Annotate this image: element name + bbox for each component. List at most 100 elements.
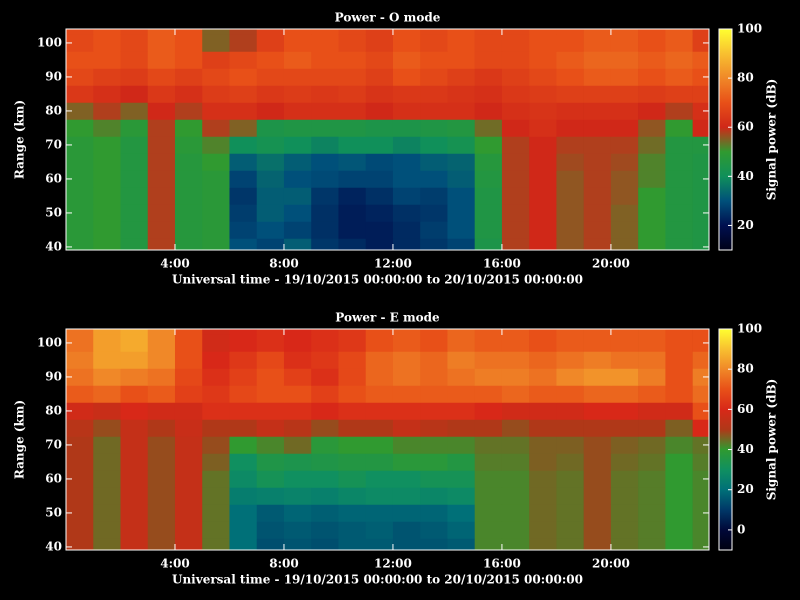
heatmap-cell bbox=[474, 170, 503, 188]
heatmap-cell bbox=[93, 204, 121, 222]
heatmap-cell bbox=[420, 402, 448, 420]
heatmap-cell bbox=[474, 470, 503, 488]
heatmap-cell bbox=[610, 368, 639, 386]
heatmap-cell bbox=[638, 29, 666, 35]
heatmap-cell bbox=[174, 436, 203, 454]
heatmap-cell bbox=[202, 34, 230, 52]
heatmap-cell bbox=[311, 419, 339, 437]
heatmap-cell bbox=[474, 351, 503, 369]
heatmap-cell bbox=[283, 504, 312, 522]
heatmap-cell bbox=[311, 538, 339, 550]
heatmap-cell bbox=[147, 453, 176, 471]
heatmap-cell bbox=[365, 34, 394, 52]
heatmap-cell bbox=[447, 136, 475, 154]
heatmap-cell bbox=[501, 85, 530, 103]
heatmap-cell bbox=[420, 221, 448, 239]
heatmap-cell bbox=[583, 102, 612, 120]
heatmap-cell bbox=[583, 329, 612, 335]
heatmap-cell bbox=[93, 402, 121, 420]
heatmap-cell bbox=[147, 351, 176, 369]
heatmap-cell bbox=[501, 402, 530, 420]
heatmap-cell bbox=[283, 136, 312, 154]
heatmap-cell bbox=[474, 238, 503, 250]
heatmap-cell bbox=[229, 204, 258, 222]
heatmap-cell bbox=[283, 538, 312, 550]
heatmap-cell bbox=[692, 470, 709, 488]
plot-frame bbox=[65, 328, 710, 551]
heatmap-cell bbox=[338, 136, 367, 154]
heatmap-cell bbox=[338, 521, 367, 539]
y-tick-label: 70 bbox=[45, 137, 62, 151]
heatmap-cell bbox=[66, 34, 94, 52]
colorbar-tick-label: 20 bbox=[737, 218, 754, 232]
heatmap-cell bbox=[392, 487, 421, 505]
heatmap-cell bbox=[665, 102, 693, 120]
heatmap-cell bbox=[447, 487, 475, 505]
heatmap-cell bbox=[665, 385, 693, 403]
heatmap-cell bbox=[529, 538, 557, 550]
heatmap-cell bbox=[311, 153, 339, 171]
heatmap-cell bbox=[638, 329, 666, 335]
heatmap-cell bbox=[174, 521, 203, 539]
heatmap-cell bbox=[610, 329, 639, 335]
heatmap-cell bbox=[283, 368, 312, 386]
heatmap-cell bbox=[501, 170, 530, 188]
heatmap-cell bbox=[283, 204, 312, 222]
heatmap-cell bbox=[66, 487, 94, 505]
heatmap-cell bbox=[147, 136, 176, 154]
heatmap-cell bbox=[229, 221, 258, 239]
heatmap-cell bbox=[365, 119, 394, 137]
heatmap-cell bbox=[692, 521, 709, 539]
heatmap-cell bbox=[202, 51, 230, 69]
heatmap-cell bbox=[474, 487, 503, 505]
heatmap-cell bbox=[610, 221, 639, 239]
heatmap-cell bbox=[529, 85, 557, 103]
heatmap-cell bbox=[447, 436, 475, 454]
heatmap-cell bbox=[583, 170, 612, 188]
heatmap-cell bbox=[174, 34, 203, 52]
heatmap-cell bbox=[638, 470, 666, 488]
heatmap-cell bbox=[283, 153, 312, 171]
heatmap-cell bbox=[256, 238, 285, 250]
heatmap-cell bbox=[93, 470, 121, 488]
heatmap-cell bbox=[474, 402, 503, 420]
heatmap-cell bbox=[665, 221, 693, 239]
heatmap-cell bbox=[256, 51, 285, 69]
heatmap-cell bbox=[610, 487, 639, 505]
heatmap-cell bbox=[529, 504, 557, 522]
heatmap-cell bbox=[665, 521, 693, 539]
x-tick-label: 16:00 bbox=[483, 557, 521, 571]
heatmap-cell bbox=[447, 187, 475, 205]
heatmap-cell bbox=[229, 436, 258, 454]
heatmap-cell bbox=[665, 470, 693, 488]
heatmap-cell bbox=[529, 51, 557, 69]
heatmap-cell bbox=[66, 68, 94, 86]
heatmap-cell bbox=[229, 187, 258, 205]
heatmap-cell bbox=[501, 102, 530, 120]
heatmap-cell bbox=[120, 153, 149, 171]
heatmap-cell bbox=[66, 221, 94, 239]
x-tick-label: 16:00 bbox=[483, 257, 521, 271]
heatmap-cell bbox=[66, 29, 94, 35]
heatmap-cell bbox=[147, 334, 176, 352]
heatmap-cell bbox=[338, 538, 367, 550]
heatmap-cell bbox=[392, 453, 421, 471]
heatmap-cell bbox=[474, 329, 503, 335]
y-tick-label: 60 bbox=[45, 171, 62, 185]
heatmap-cell bbox=[120, 470, 149, 488]
heatmap-cell bbox=[66, 170, 94, 188]
heatmap-cell bbox=[147, 436, 176, 454]
heatmap-cell bbox=[583, 487, 612, 505]
heatmap-cell bbox=[692, 153, 709, 171]
heatmap-cell bbox=[174, 51, 203, 69]
heatmap-cell bbox=[202, 368, 230, 386]
heatmap-cell bbox=[120, 136, 149, 154]
x-tick-label: 8:00 bbox=[269, 557, 298, 571]
heatmap-cell bbox=[447, 470, 475, 488]
heatmap-cell bbox=[120, 34, 149, 52]
heatmap-cell bbox=[692, 238, 709, 250]
y-tick-label: 50 bbox=[45, 505, 62, 519]
heatmap-cell bbox=[311, 68, 339, 86]
heatmap-cell bbox=[392, 504, 421, 522]
heatmap-cell bbox=[147, 68, 176, 86]
